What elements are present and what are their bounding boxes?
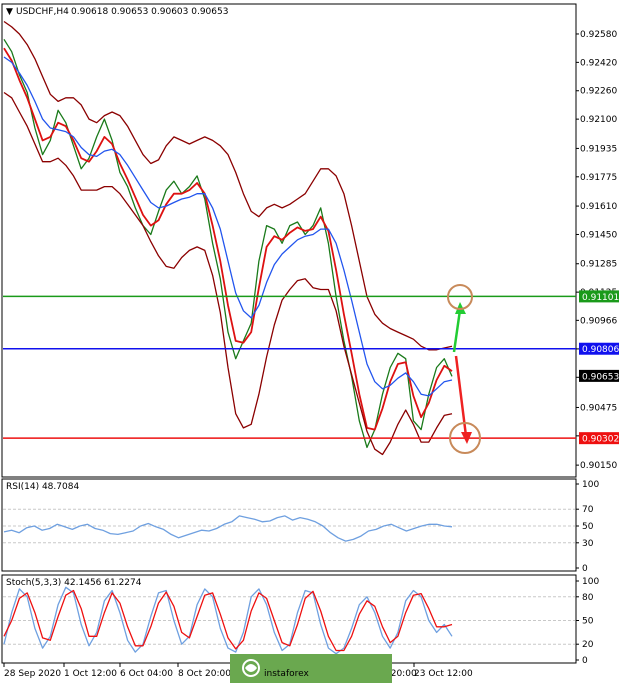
price-series-group [3,20,453,456]
y-tick-label: 0.92420 [580,58,617,68]
series-line-0-1 [3,47,453,431]
y-tick-label: 20 [582,640,594,650]
stoch-title: Stoch(5,3,3) 42.1456 61.2274 [6,578,142,588]
logo-background [230,654,392,683]
y-tick-label: 0.92100 [580,115,617,125]
series-line-1-0 [3,515,453,542]
logo-text: instaforex [264,669,309,679]
rsi-title: RSI(14) 48.7084 [6,482,79,492]
price-level-badge [579,369,619,382]
y-tick-label: 0.90150 [580,461,617,471]
rsi-y-axis: 100 70 50 30 0 [3,480,599,574]
rsi-series-group [3,515,453,542]
price-level-label: 0.91101 [582,293,619,303]
y-tick-label: 0.90475 [580,403,617,413]
main-y-axis: 0.92580 0.92420 0.92260 0.92100 0.91935 0.917… [576,30,617,471]
y-tick-label: 100 [582,577,599,587]
main-chart-frame [1,3,577,478]
down-arrow-head [461,432,472,444]
main-chart-ohlc: 0.90618 0.90653 0.90603 0.90653 [71,7,228,17]
price-level-badge [579,342,619,355]
y-tick-label: 0.92260 [580,87,617,97]
target-circle-top [447,284,473,310]
main-chart-title: USDCHF,H4 [16,7,69,17]
y-tick-label: 0 [582,656,588,666]
rsi-panel-frame [1,478,577,572]
chart-title-arrow-icon: ▼ [6,7,13,17]
series-line-2-1 [3,589,453,652]
y-tick-label: 0 [582,564,588,574]
x-tick-label: 23 Oct 12:00 [414,669,473,679]
y-tick-label: 30 [582,539,594,549]
price-level-badge [579,432,619,445]
y-tick-label: 0.90966 [580,316,617,326]
x-tick-label: 6 Oct 04:00 [120,669,173,679]
logo-mark-icon [242,659,260,677]
y-tick-label: 80 [582,593,594,603]
series-line-0-4 [3,91,453,456]
price-level-label: 0.90653 [582,372,619,382]
series-line-0-0 [3,38,453,449]
x-tick-label: 1 Oct 12:00 [64,669,117,679]
logo-swirl-icon [245,664,257,672]
y-tick-label: 0.91450 [580,230,617,240]
y-tick-label: 0.91935 [580,144,617,154]
series-line-0-2 [3,56,453,397]
up-arrow-line [452,309,462,353]
price-levels-group: 0.91101 0.90806 0.90653 0.90302 [3,290,619,445]
series-line-2-0 [3,586,453,655]
stoch-series-group [3,586,453,655]
y-tick-label: 0.91610 [580,202,617,212]
annotation-group [447,284,481,454]
y-tick-label: 0.91285 [580,260,617,270]
series-line-0-3 [3,20,453,351]
y-tick-label: 0.91775 [580,173,617,183]
target-circle-bottom [449,422,481,454]
price-level-label: 0.90806 [582,345,619,355]
price-level-badge [579,290,619,303]
y-tick-label: 50 [582,522,594,532]
x-tick-label: 28 Sep 2020 [4,669,61,679]
y-tick-label: 0.92580 [580,30,617,40]
instaforex-logo: instaforex [230,654,392,683]
y-tick-label: 100 [582,480,599,490]
price-level-label: 0.90302 [582,435,619,445]
y-tick-label: 70 [582,505,594,515]
x-tick-label: 8 Oct 20:00 [178,669,231,679]
stoch-panel-frame [1,574,577,664]
y-tick-label: 50 [582,617,594,627]
